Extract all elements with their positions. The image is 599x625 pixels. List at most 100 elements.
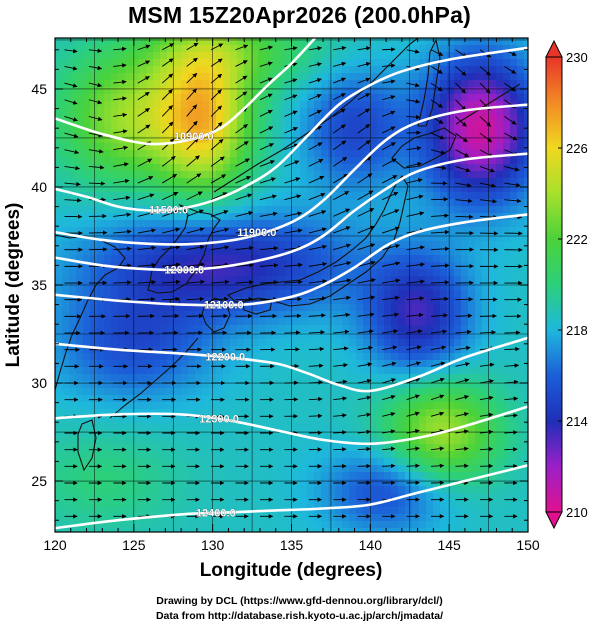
- temperature-cell: [398, 360, 406, 368]
- temperature-cell: [321, 94, 329, 102]
- temperature-cell: [328, 290, 336, 298]
- temperature-cell: [167, 367, 175, 375]
- temperature-cell: [433, 150, 441, 158]
- temperature-cell: [258, 444, 266, 452]
- temperature-cell: [153, 164, 161, 172]
- temperature-cell: [202, 444, 210, 452]
- temperature-cell: [454, 227, 462, 235]
- temperature-cell: [377, 52, 385, 60]
- temperature-cell: [307, 388, 315, 396]
- temperature-cell: [419, 479, 427, 487]
- temperature-cell: [489, 73, 497, 81]
- temperature-cell: [216, 465, 224, 473]
- wind-arrow: [357, 429, 372, 435]
- temperature-cell: [321, 528, 329, 532]
- temperature-cell: [174, 325, 182, 333]
- temperature-cell: [524, 73, 528, 81]
- temperature-cell: [97, 465, 105, 473]
- temperature-cell: [433, 115, 441, 123]
- temperature-cell: [251, 353, 259, 361]
- temperature-cell: [55, 409, 63, 417]
- temperature-cell: [104, 150, 112, 158]
- temperature-cell: [111, 87, 119, 95]
- temperature-cell: [468, 423, 476, 431]
- temperature-cell: [524, 479, 528, 487]
- temperature-cell: [328, 465, 336, 473]
- temperature-cell: [510, 381, 518, 389]
- temperature-cell: [160, 66, 168, 74]
- temperature-cell: [510, 220, 518, 228]
- temperature-cell: [272, 346, 280, 354]
- temperature-cell: [300, 255, 308, 263]
- temperature-cell: [90, 521, 98, 529]
- temperature-cell: [174, 276, 182, 284]
- temperature-cell: [160, 304, 168, 312]
- temperature-cell: [62, 150, 70, 158]
- temperature-cell: [398, 444, 406, 452]
- temperature-cell: [237, 472, 245, 480]
- temperature-cell: [146, 66, 154, 74]
- temperature-cell: [237, 66, 245, 74]
- temperature-cell: [440, 437, 448, 445]
- temperature-cell: [146, 325, 154, 333]
- temperature-cell: [69, 157, 77, 165]
- temperature-cell: [363, 367, 371, 375]
- temperature-cell: [111, 45, 119, 53]
- temperature-cell: [188, 227, 196, 235]
- temperature-cell: [510, 514, 518, 522]
- temperature-cell: [104, 220, 112, 228]
- temperature-cell: [461, 444, 469, 452]
- temperature-cell: [223, 206, 231, 214]
- temperature-cell: [265, 402, 273, 410]
- temperature-cell: [153, 178, 161, 186]
- temperature-cell: [496, 444, 504, 452]
- temperature-cell: [496, 248, 504, 256]
- temperature-cell: [216, 108, 224, 116]
- temperature-cell: [272, 122, 280, 130]
- temperature-cell: [370, 269, 378, 277]
- temperature-cell: [293, 304, 301, 312]
- temperature-cell: [314, 325, 322, 333]
- temperature-cell: [391, 66, 399, 74]
- temperature-cell: [279, 143, 287, 151]
- temperature-cell: [83, 374, 91, 382]
- temperature-cell: [62, 367, 70, 375]
- temperature-cell: [300, 122, 308, 130]
- temperature-cell: [433, 255, 441, 263]
- temperature-cell: [104, 241, 112, 249]
- temperature-cell: [146, 136, 154, 144]
- temperature-cell: [356, 80, 364, 88]
- temperature-cell: [503, 500, 511, 508]
- temperature-cell: [104, 192, 112, 200]
- temperature-cell: [321, 80, 329, 88]
- temperature-cell: [62, 66, 70, 74]
- temperature-cell: [230, 38, 238, 46]
- temperature-cell: [419, 458, 427, 466]
- temperature-cell: [496, 206, 504, 214]
- temperature-cell: [342, 325, 350, 333]
- temperature-cell: [454, 318, 462, 326]
- temperature-cell: [202, 164, 210, 172]
- temperature-cell: [384, 360, 392, 368]
- temperature-cell: [524, 451, 528, 459]
- temperature-cell: [237, 486, 245, 494]
- temperature-cell: [160, 143, 168, 151]
- temperature-cell: [83, 52, 91, 60]
- temperature-cell: [349, 262, 357, 270]
- temperature-cell: [118, 73, 126, 81]
- temperature-cell: [167, 521, 175, 529]
- temperature-cell: [461, 311, 469, 319]
- temperature-cell: [223, 514, 231, 522]
- temperature-cell: [307, 290, 315, 298]
- temperature-cell: [300, 157, 308, 165]
- temperature-cell: [111, 255, 119, 263]
- temperature-cell: [454, 444, 462, 452]
- temperature-cell: [244, 164, 252, 172]
- temperature-cell: [433, 514, 441, 522]
- temperature-cell: [447, 192, 455, 200]
- temperature-cell: [384, 346, 392, 354]
- temperature-cell: [349, 353, 357, 361]
- temperature-cell: [279, 479, 287, 487]
- temperature-cell: [433, 52, 441, 60]
- temperature-cell: [181, 353, 189, 361]
